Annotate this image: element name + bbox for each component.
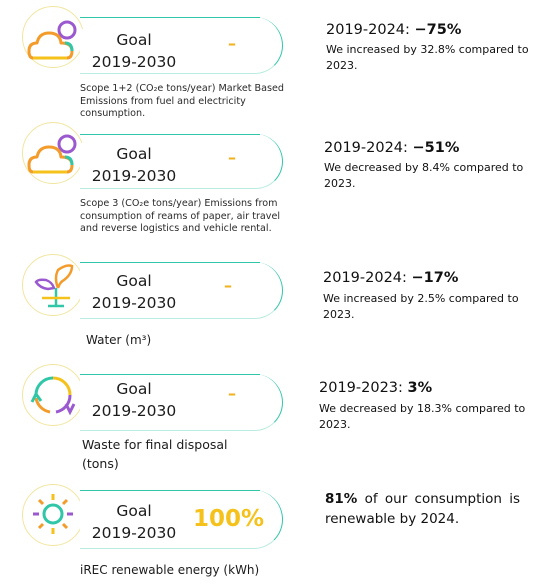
stat-headline: 2019-2024: −51% — [324, 140, 459, 156]
goal-pill-top — [80, 17, 260, 18]
plant-icon — [34, 264, 74, 308]
goal-title: Goal — [116, 31, 152, 49]
stat-value: 3% — [407, 380, 433, 396]
stat-headline: 2019-2023: 3% — [319, 380, 432, 396]
goal-period: 2019-2030 — [91, 402, 177, 420]
goal-label: Goal 2019-2030 — [80, 143, 188, 187]
goal-period: 2019-2030 — [91, 524, 177, 542]
stat-text: of our consumption is renewable by 2024. — [325, 491, 520, 527]
goal-value: – — [228, 34, 236, 53]
goal-title: Goal — [116, 380, 152, 398]
goal-label: Goal 2019-2030 — [80, 270, 188, 314]
stat-period: 2019-2023: — [319, 380, 408, 396]
goal-value: 100% — [193, 506, 265, 532]
goal-pill — [80, 17, 283, 74]
goal-pill — [80, 490, 283, 549]
goal-label: Goal 2019-2030 — [80, 378, 188, 422]
renewable-statement: 81% of our consumption is renewable by 2… — [325, 489, 520, 529]
goal-pill — [80, 262, 283, 319]
goal-pill-top — [80, 490, 260, 491]
stat-note: We decreased by 18.3% compared to 2023. — [319, 402, 526, 431]
goal-pill-top — [80, 374, 260, 375]
metric-description: Water (m³) — [86, 333, 152, 347]
goal-period: 2019-2030 — [91, 294, 177, 312]
metric-row-water: Goal 2019-2030 – Water (m³) 2019-2024: −… — [0, 250, 555, 360]
metric-description: iREC renewable energy (kWh) — [80, 563, 260, 577]
stat-value: −51% — [412, 140, 460, 156]
metric-row-renewable: Goal 2019-2030 100% iREC renewable energ… — [0, 480, 555, 586]
goal-pill-top — [80, 134, 260, 135]
stat-note: We decreased by 8.4% compared to 2023. — [324, 161, 524, 190]
goal-label: Goal 2019-2030 — [80, 29, 188, 73]
goal-title: Goal — [116, 502, 152, 520]
stat-note: We increased by 32.8% compared to 2023. — [326, 43, 529, 72]
stat-value: 81% — [325, 491, 358, 507]
goal-value: – — [224, 276, 232, 295]
stat-value: −17% — [411, 270, 459, 286]
goal-value: – — [228, 148, 236, 167]
goal-period: 2019-2030 — [91, 53, 177, 71]
metric-row-waste: Goal 2019-2030 – Waste for final disposa… — [0, 362, 555, 480]
stat-period: 2019-2024: — [323, 270, 412, 286]
goal-pill — [80, 134, 283, 189]
goal-value: – — [228, 384, 236, 403]
cloud-icon — [27, 20, 77, 60]
stat-value: −75% — [414, 22, 462, 38]
goal-pill — [80, 374, 283, 431]
stat-headline: 2019-2024: −17% — [323, 270, 458, 286]
stat-period: 2019-2024: — [324, 140, 413, 156]
sun-icon — [33, 494, 73, 534]
metric-description: Waste for final disposal (tons) — [82, 437, 228, 471]
stat-note: We increased by 2.5% compared to 2023. — [323, 292, 519, 321]
stat-headline: 2019-2024: −75% — [326, 22, 461, 38]
recycle-icon — [30, 376, 76, 416]
goal-pill-top — [80, 262, 260, 263]
goal-title: Goal — [116, 145, 152, 163]
cloud-icon — [27, 134, 77, 174]
stat-period: 2019-2024: — [326, 22, 415, 38]
goal-title: Goal — [116, 272, 152, 290]
metric-row-scope12: Goal 2019-2030 – Scope 1+2 (CO₂e tons/ye… — [0, 0, 555, 120]
icon-circle — [22, 364, 84, 426]
goal-label: Goal 2019-2030 — [80, 500, 188, 544]
metric-description: Scope 1+2 (CO₂e tons/year) Market Based … — [80, 83, 284, 119]
metric-description: Scope 3 (CO₂e tons/year) Emissions from … — [80, 198, 281, 234]
metric-row-scope3: Goal 2019-2030 – Scope 3 (CO₂e tons/year… — [0, 118, 555, 248]
goal-period: 2019-2030 — [91, 167, 177, 185]
